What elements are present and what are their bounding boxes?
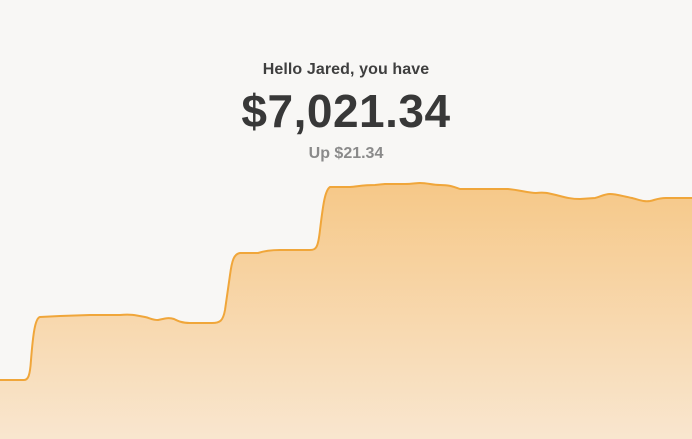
chart-line: [0, 182, 692, 381]
greeting-text: Hello Jared, you have: [262, 61, 430, 78]
balance-change: Up $21.34: [308, 145, 384, 162]
account-balance: $7,021.34: [241, 85, 451, 137]
chart-area: [0, 183, 692, 439]
